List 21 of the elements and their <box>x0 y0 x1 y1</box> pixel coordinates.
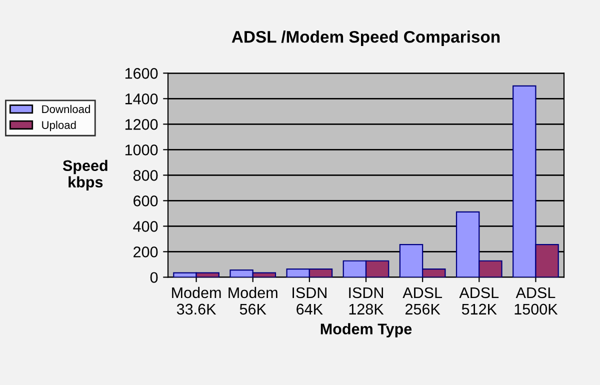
y-tick-label: 600 <box>134 196 158 206</box>
legend-label: Download <box>42 104 90 114</box>
x-tick-label: ISDN 128K <box>349 287 384 315</box>
y-tick-label: 200 <box>134 246 158 258</box>
y-tick-label: 1000 <box>125 144 158 156</box>
x-tick-label: ADSL 1500K <box>514 287 558 315</box>
x-axis-title: Modem Type <box>320 323 412 338</box>
x-tick-label: ADSL 512K <box>459 287 499 315</box>
x-tick-label: ADSL 256K <box>402 287 442 315</box>
y-tick-label: 1400 <box>125 94 158 104</box>
x-tick-label: ISDN 64K <box>292 287 326 315</box>
y-tick-label: 400 <box>133 221 158 232</box>
y-tick-label: 800 <box>133 170 158 181</box>
y-tick-label: 1200 <box>125 119 158 130</box>
legend-label: Upload <box>42 120 76 132</box>
chart-title: ADSL /Modem Speed Comparison <box>232 30 500 46</box>
y-axis-title: Speed kbps <box>62 160 108 191</box>
x-tick-label: Modem 33.6K <box>172 286 221 315</box>
y-tick-label: 1600 <box>125 68 158 79</box>
y-tick-label: 0 <box>150 272 158 283</box>
x-tick-label: Modem 56K <box>228 286 278 315</box>
